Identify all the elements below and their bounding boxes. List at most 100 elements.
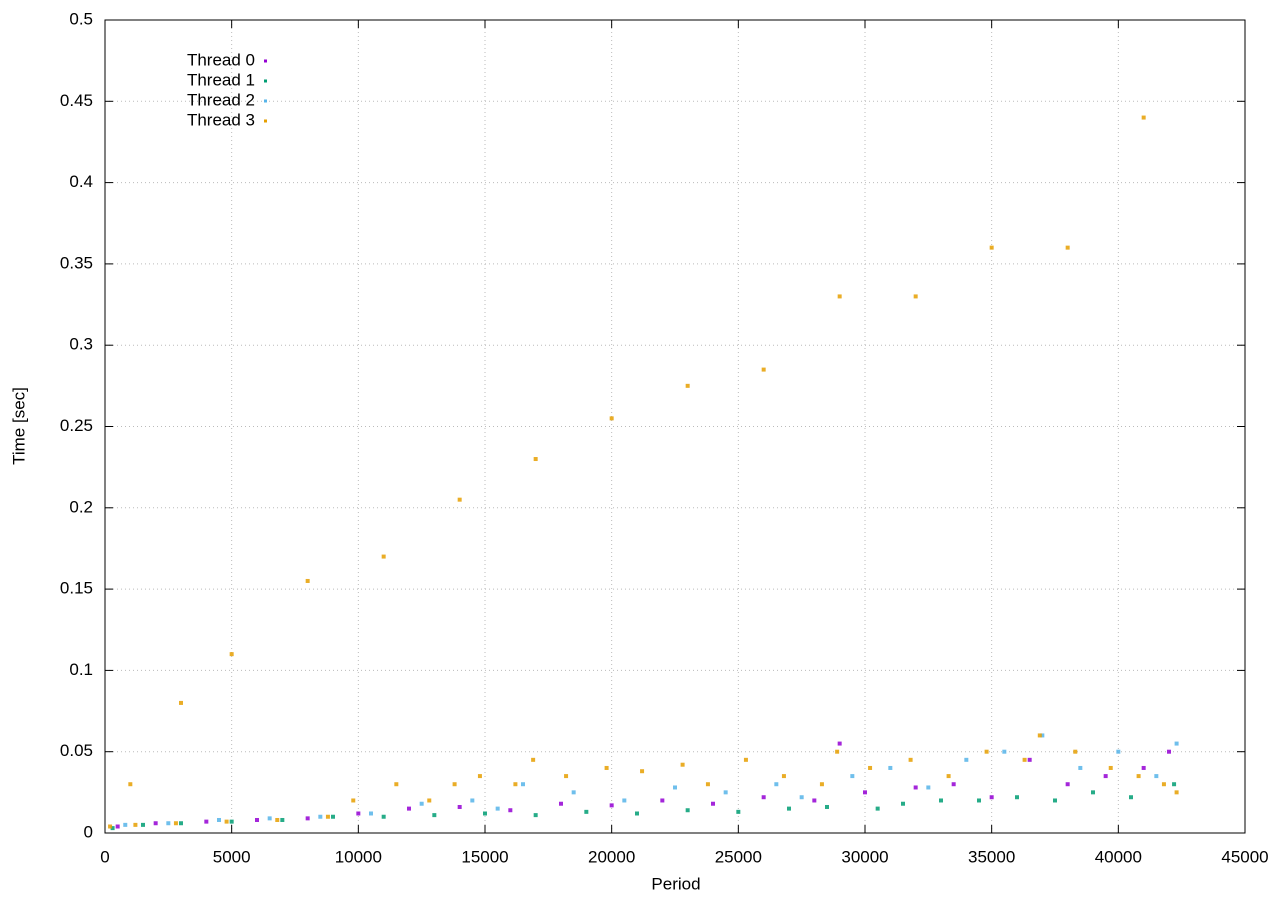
x-tick-label: 0 — [100, 847, 109, 866]
x-tick-label: 35000 — [968, 847, 1015, 866]
x-tick-label: 45000 — [1221, 847, 1268, 866]
point — [799, 795, 804, 800]
point — [229, 819, 234, 824]
point — [685, 383, 690, 388]
point — [141, 822, 145, 827]
point — [837, 741, 842, 746]
point — [305, 578, 310, 583]
point — [908, 757, 913, 762]
y-tick-label: 0.15 — [60, 579, 93, 598]
point — [1161, 782, 1166, 787]
point — [609, 416, 614, 421]
point — [680, 762, 685, 767]
x-tick-label: 40000 — [1095, 847, 1142, 866]
legend-swatch — [264, 99, 267, 103]
point — [939, 798, 943, 803]
point — [533, 457, 538, 462]
point — [1065, 245, 1070, 250]
point — [1141, 115, 1146, 120]
legend-label: Thread 0 — [187, 50, 255, 69]
point — [1174, 741, 1179, 746]
x-tick-label: 20000 — [588, 847, 635, 866]
point — [989, 795, 994, 800]
point — [1022, 757, 1027, 762]
point — [926, 785, 931, 790]
point — [369, 811, 373, 816]
point — [888, 765, 893, 770]
point — [1037, 733, 1042, 738]
legend-swatch — [264, 79, 267, 83]
legend-label: Thread 1 — [187, 70, 255, 89]
y-tick-label: 0 — [84, 822, 93, 841]
point — [1136, 774, 1141, 779]
x-tick-label: 30000 — [841, 847, 888, 866]
point — [115, 824, 120, 829]
point — [1053, 798, 1057, 803]
point — [622, 798, 627, 803]
point — [1103, 774, 1108, 779]
point — [407, 806, 411, 811]
point — [875, 806, 880, 811]
point — [604, 765, 609, 770]
x-tick-label: 25000 — [715, 847, 762, 866]
point — [946, 774, 951, 779]
point — [110, 826, 115, 831]
point — [673, 785, 677, 790]
point — [173, 821, 178, 826]
point — [913, 294, 918, 299]
point — [318, 814, 323, 819]
point — [255, 817, 259, 822]
point — [640, 769, 645, 774]
x-tick-label: 5000 — [213, 847, 251, 866]
point — [835, 749, 840, 754]
point — [723, 790, 728, 795]
point — [267, 816, 272, 821]
point — [229, 652, 234, 657]
point — [564, 774, 569, 779]
y-tick-label: 0.45 — [60, 91, 93, 110]
point — [951, 782, 956, 787]
plot-frame — [104, 19, 1246, 834]
point — [108, 824, 113, 829]
y-tick-label: 0.4 — [69, 172, 93, 191]
point — [850, 774, 855, 779]
point — [275, 817, 280, 822]
legend-label: Thread 3 — [187, 110, 255, 129]
point — [660, 798, 665, 803]
point — [635, 811, 639, 816]
point — [837, 294, 842, 299]
point — [179, 821, 183, 826]
point — [761, 367, 766, 372]
point — [356, 811, 361, 816]
point — [381, 814, 386, 819]
point — [179, 700, 183, 705]
point — [1154, 774, 1159, 779]
point — [964, 757, 969, 762]
point — [217, 817, 221, 822]
point — [381, 554, 386, 559]
point — [483, 811, 487, 816]
point — [531, 757, 536, 762]
y-tick-label: 0.1 — [69, 660, 93, 679]
point — [819, 782, 824, 787]
point — [559, 801, 563, 806]
point — [123, 822, 128, 827]
point — [477, 774, 482, 779]
x-axis-label: Period — [651, 874, 700, 893]
x-tick-label: 15000 — [461, 847, 508, 866]
point — [1040, 733, 1045, 738]
point — [868, 765, 873, 770]
point — [1129, 795, 1133, 800]
point — [419, 801, 424, 806]
point — [1141, 765, 1146, 770]
point — [774, 782, 779, 787]
point — [224, 819, 229, 824]
point — [427, 798, 432, 803]
point — [1172, 782, 1177, 787]
point — [1065, 782, 1070, 787]
point — [128, 782, 133, 787]
point — [812, 798, 817, 803]
point — [351, 798, 356, 803]
legend-label: Thread 2 — [187, 90, 255, 109]
